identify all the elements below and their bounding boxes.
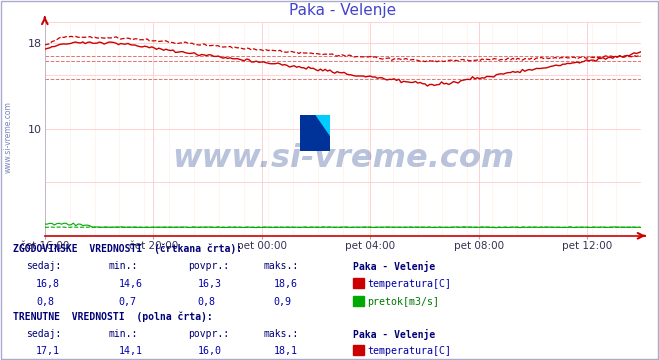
Text: 16,3: 16,3: [198, 279, 221, 289]
Text: 17,1: 17,1: [36, 346, 60, 356]
Text: maks.:: maks.:: [264, 261, 299, 271]
Text: 14,6: 14,6: [119, 279, 142, 289]
Text: temperatura[C]: temperatura[C]: [367, 346, 451, 356]
Text: www.si-vreme.com: www.si-vreme.com: [3, 101, 13, 173]
Text: 18,1: 18,1: [273, 346, 297, 356]
Title: Paka - Velenje: Paka - Velenje: [289, 3, 397, 18]
Text: 0,7: 0,7: [119, 297, 136, 307]
Text: TRENUTNE  VREDNOSTI  (polna črta):: TRENUTNE VREDNOSTI (polna črta):: [13, 311, 213, 322]
Text: temperatura[C]: temperatura[C]: [367, 279, 451, 289]
Text: 0,8: 0,8: [36, 297, 54, 307]
Text: min.:: min.:: [109, 329, 138, 339]
Text: 0,8: 0,8: [198, 297, 215, 307]
Text: 16,0: 16,0: [198, 346, 221, 356]
Text: sedaj:: sedaj:: [26, 261, 61, 271]
Polygon shape: [300, 115, 330, 151]
Text: 14,1: 14,1: [119, 346, 142, 356]
Text: povpr.:: povpr.:: [188, 329, 229, 339]
Text: Paka - Velenje: Paka - Velenje: [353, 329, 435, 341]
Text: ZGODOVINSKE  VREDNOSTI  (črtkana črta):: ZGODOVINSKE VREDNOSTI (črtkana črta):: [13, 243, 243, 253]
Polygon shape: [300, 115, 315, 151]
Text: Paka - Velenje: Paka - Velenje: [353, 261, 435, 272]
Text: maks.:: maks.:: [264, 329, 299, 339]
Text: 16,8: 16,8: [36, 279, 60, 289]
Text: www.si-vreme.com: www.si-vreme.com: [172, 143, 514, 174]
Text: pretok[m3/s]: pretok[m3/s]: [367, 297, 439, 307]
Text: 18,6: 18,6: [273, 279, 297, 289]
Text: sedaj:: sedaj:: [26, 329, 61, 339]
Text: povpr.:: povpr.:: [188, 261, 229, 271]
Polygon shape: [315, 115, 330, 137]
Text: 0,9: 0,9: [273, 297, 291, 307]
Text: min.:: min.:: [109, 261, 138, 271]
